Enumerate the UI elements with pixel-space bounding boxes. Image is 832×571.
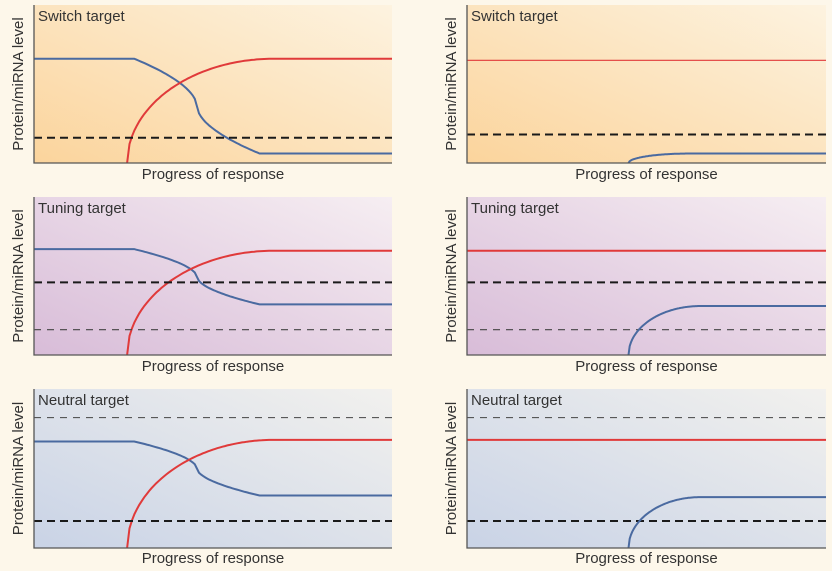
panel-switch-target: Switch target Progress of response Protein…	[443, 5, 826, 183]
x-axis-label: Progress of response	[142, 166, 285, 183]
axes	[466, 197, 826, 356]
panel-background	[467, 5, 826, 163]
y-axis-label: Protein/miRNA level	[443, 402, 460, 535]
panel-background	[34, 5, 392, 163]
y-axis-label: Protein/miRNA level	[10, 17, 27, 150]
red-curve	[126, 249, 392, 356]
axes	[33, 197, 392, 356]
panel-neutral-target: Neutral target Progress of response Protei…	[10, 389, 392, 567]
x-axis-label: Progress of response	[142, 550, 285, 567]
axes	[466, 5, 826, 164]
red-curve	[126, 438, 392, 549]
panel-title: Switch target	[38, 8, 126, 25]
x-axis-label: Progress of response	[142, 358, 285, 375]
x-axis-label: Progress of response	[575, 166, 718, 183]
blue-curve	[34, 440, 392, 497]
panel-tuning-target: Tuning target Progress of response Protein…	[10, 197, 392, 375]
panel-neutral-target: Neutral target Progress of response Protei…	[443, 389, 826, 567]
panel-switch-target: Switch target Progress of response Protein…	[10, 5, 392, 183]
axes	[33, 389, 392, 549]
panel-background	[467, 389, 826, 548]
x-axis-label: Progress of response	[575, 358, 718, 375]
panel-background	[467, 197, 826, 355]
y-axis-label: Protein/miRNA level	[10, 209, 27, 342]
panel-title: Tuning target	[471, 200, 560, 217]
panel-title: Neutral target	[471, 392, 563, 409]
panel-tuning-target: Tuning target Progress of response Protein…	[443, 197, 826, 375]
panel-background	[34, 197, 392, 355]
blue-curve	[34, 248, 392, 306]
axes	[33, 5, 392, 164]
y-axis-label: Protein/miRNA level	[10, 402, 27, 535]
red-curve	[126, 57, 392, 164]
panel-title: Neutral target	[38, 392, 130, 409]
panel-background	[34, 389, 392, 548]
blue-curve	[627, 152, 826, 164]
blue-curve	[627, 496, 826, 549]
blue-curve	[627, 305, 826, 356]
y-axis-label: Protein/miRNA level	[443, 17, 460, 150]
y-axis-label: Protein/miRNA level	[443, 209, 460, 342]
axes	[466, 389, 826, 549]
panel-title: Switch target	[471, 8, 559, 25]
blue-curve	[34, 57, 392, 155]
x-axis-label: Progress of response	[575, 550, 718, 567]
panel-title: Tuning target	[38, 200, 127, 217]
